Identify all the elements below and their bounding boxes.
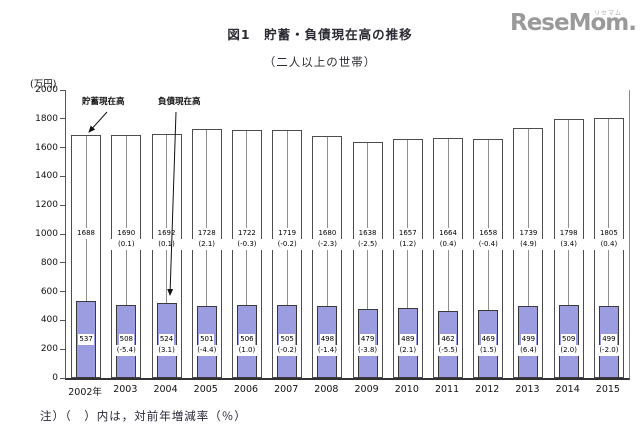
footnote: 注）（ ）内は，対前年増減率（％）	[40, 409, 247, 423]
bar-center-line-2007	[286, 131, 288, 306]
bar-center-line-2011	[447, 139, 449, 312]
bar-center-line-2003	[125, 135, 127, 305]
x-axis-label-2010: 2010	[394, 384, 419, 395]
savings-annotation-label: 貯蓄現在高	[82, 97, 125, 107]
savings-value-label-2010: 1657 (1.2)	[390, 228, 425, 250]
y-tick-mark	[60, 118, 65, 120]
liabilities-value-label-2014: 509 (2.0)	[554, 334, 583, 356]
bar-center-line-2004	[166, 135, 168, 303]
bar-center-line-2002	[85, 135, 87, 301]
chart-subtitle: （二人以上の世帯）	[263, 55, 377, 69]
liabilities-value-label-2006: 506 (1.0)	[232, 334, 261, 356]
bar-center-line-2009	[367, 143, 369, 310]
savings-value-label-2004: 1692 (0.1)	[149, 228, 184, 250]
y-tick-mark	[60, 175, 65, 177]
y-tick-mark	[60, 319, 65, 321]
x-axis-label-2013: 2013	[515, 384, 540, 395]
savings-value-label-2003: 1690 (0.1)	[109, 228, 144, 250]
liabilities-value-label-2012: 469 (1.5)	[474, 334, 503, 356]
liabilities-value-label-2008: 498 (-1.4)	[313, 334, 342, 356]
liabilities-value-label-2010: 489 (2.1)	[393, 334, 422, 356]
x-axis-label-2008: 2008	[314, 384, 339, 395]
x-axis-label-2002: 2002年	[68, 387, 102, 398]
y-axis-unit-label: (万円)	[30, 79, 57, 90]
bar-center-line-2013	[527, 128, 529, 307]
y-tick-label: 1000	[35, 229, 58, 239]
savings-value-label-2008: 1680 (-2.3)	[310, 228, 345, 250]
y-tick-mark	[60, 233, 65, 235]
liabilities-annotation-label: 負債現在高	[158, 97, 201, 107]
savings-value-label-2009: 1638 (-2.5)	[350, 228, 385, 250]
liabilities-value-label-2005: 501 (-4.4)	[192, 334, 221, 356]
liabilities-value-label-2015: 499 (-2.0)	[594, 334, 623, 356]
bar-center-line-2015	[608, 119, 610, 307]
y-tick-mark	[60, 89, 65, 91]
x-axis-label-2006: 2006	[233, 384, 259, 395]
plot-area: 1688 537 1690 (0.1) 508 (-5.4) 1692 (0.1) 524 (3.…	[65, 90, 630, 380]
x-axis-label-2009: 2009	[354, 384, 379, 395]
y-tick-label: 1400	[35, 171, 58, 182]
x-axis-label-2014: 2014	[555, 384, 580, 395]
x-axis-label-2007: 2007	[274, 384, 299, 395]
y-tick-label: 600	[40, 286, 58, 297]
y-tick-label: 200	[40, 344, 58, 355]
bar-center-line-2005	[206, 130, 208, 306]
chart-title: 図1 貯蓄・負債現在高の推移	[227, 27, 413, 42]
bar-center-line-2012	[487, 140, 489, 311]
y-tick-label: 800	[40, 257, 58, 268]
savings-value-label-2007: 1719 (-0.2)	[270, 228, 305, 250]
resemom-logo: リセマム ReseMom.	[510, 8, 637, 42]
x-axis-label-2015: 2015	[595, 384, 620, 395]
x-axis-label-2003: 2003	[113, 384, 138, 395]
savings-value-label-2015: 1805 (0.4)	[591, 228, 626, 250]
y-tick-label: 400	[40, 315, 58, 326]
y-tick-label: 1200	[35, 200, 58, 211]
y-tick-label: 1800	[35, 113, 58, 124]
logo-ruby-text: リセマム	[593, 10, 622, 17]
liabilities-value-label-2002: 537	[78, 334, 94, 345]
bar-center-line-2014	[568, 120, 570, 305]
logo-text: ReseMom.	[510, 10, 637, 36]
y-tick-mark	[60, 348, 65, 350]
y-tick-label: 0	[52, 373, 58, 383]
y-tick-mark	[60, 291, 65, 293]
y-tick-label: 2000	[35, 85, 58, 95]
y-tick-mark	[60, 204, 65, 206]
y-tick-label: 1600	[35, 142, 58, 153]
savings-value-label-2006: 1722 (-0.3)	[229, 228, 264, 250]
y-tick-mark	[60, 377, 65, 379]
liabilities-value-label-2007: 505 (-0.2)	[273, 334, 302, 356]
liabilities-value-label-2009: 479 (-3.8)	[353, 334, 382, 356]
savings-value-label-2013: 1739 (4.9)	[511, 228, 546, 250]
bar-center-line-2010	[407, 140, 409, 308]
liabilities-value-label-2011: 462 (-5.5)	[434, 334, 463, 356]
savings-value-label-2002: 1688	[76, 228, 96, 239]
liabilities-value-label-2003: 508 (-5.4)	[112, 334, 141, 356]
x-axis-label-2005: 2005	[193, 384, 218, 395]
savings-value-label-2012: 1658 (-0.4)	[471, 228, 506, 250]
savings-value-label-2011: 1664 (0.4)	[431, 228, 466, 250]
bar-center-line-2008	[326, 137, 328, 307]
liabilities-value-label-2004: 524 (3.1)	[152, 334, 181, 356]
savings-value-label-2005: 1728 (2.1)	[189, 228, 224, 250]
liabilities-value-label-2013: 499 (6.4)	[514, 334, 543, 356]
y-tick-mark	[60, 262, 65, 264]
savings-value-label-2014: 1798 (3.4)	[551, 228, 586, 250]
x-axis-label-2011: 2011	[434, 384, 460, 395]
x-axis-label-2012: 2012	[475, 384, 500, 395]
y-tick-mark	[60, 147, 65, 149]
x-axis-label-2004: 2004	[153, 384, 178, 395]
bar-center-line-2006	[246, 131, 248, 306]
